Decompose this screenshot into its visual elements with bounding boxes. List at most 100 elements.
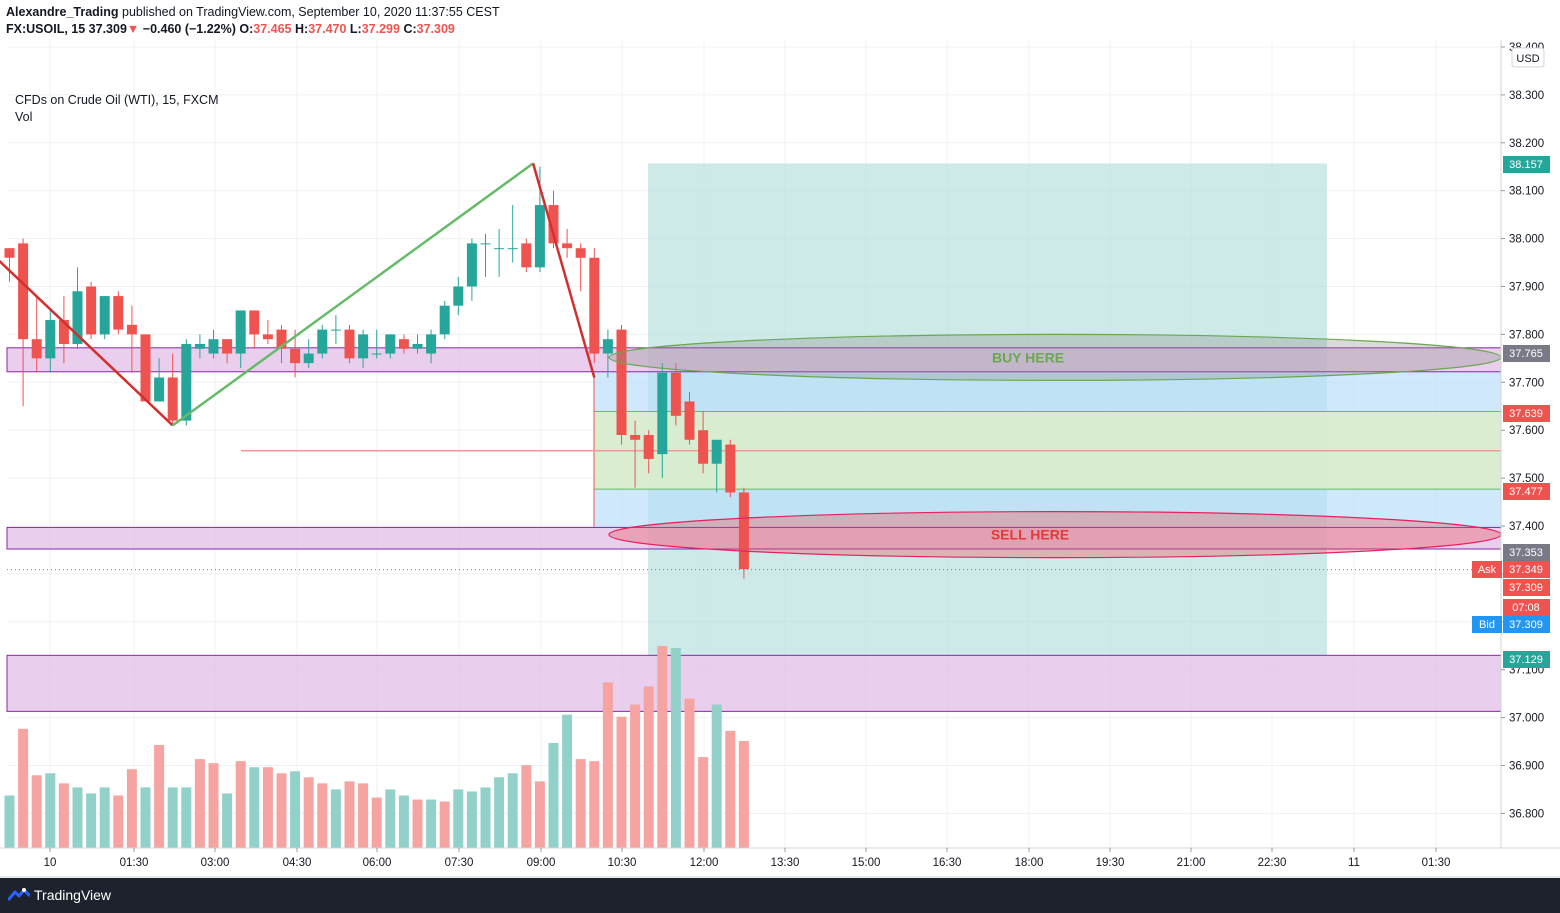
x-tick-label: 10:30 [608, 857, 637, 869]
candle-body [466, 243, 477, 287]
volume-bar [589, 761, 600, 848]
candle-body [222, 339, 233, 354]
candle-body [670, 372, 681, 416]
ohlc-info: FX:USOIL, 15 37.309▼ −0.460 (−1.22%) O:3… [6, 21, 455, 38]
y-tick-label: 38.100 [1509, 186, 1544, 198]
price-change: −0.460 (−1.22%) [142, 22, 236, 36]
volume-bar [534, 781, 545, 848]
candle-body [589, 257, 600, 354]
price-axis-label-bg [1503, 651, 1550, 668]
trend-line [531, 163, 596, 378]
volume-bar [670, 648, 681, 848]
volume-bar [167, 787, 178, 848]
volume-bar [113, 795, 124, 848]
volume-bar [317, 783, 328, 848]
low-label: L: [349, 22, 362, 36]
volume-bar [385, 789, 396, 848]
volume-bar [738, 740, 749, 848]
chart-header: Alexandre_Trading published on TradingVi… [0, 0, 1560, 42]
volume-bar [521, 765, 532, 848]
candle-body [643, 434, 654, 459]
supply-demand-zone [6, 654, 1502, 712]
price-axis-label-bg [1503, 579, 1550, 596]
volume-bar [398, 795, 409, 848]
price-tag-label: Ask [1478, 564, 1497, 576]
footer-bar: TradingView [0, 878, 1560, 913]
tradingview-logo-icon[interactable] [8, 887, 30, 903]
x-tick-label: 06:00 [363, 857, 392, 869]
volume-bar [45, 773, 56, 848]
low-value: 37.299 [361, 22, 400, 36]
x-tick-label: 16:30 [933, 857, 962, 869]
price-axis-label-bg [1503, 156, 1550, 173]
tradingview-brand[interactable]: TradingView [34, 887, 112, 903]
high-label: H: [294, 22, 309, 36]
y-tick-label: 37.700 [1509, 377, 1544, 389]
candle-body [371, 353, 382, 355]
x-tick-label: 18:00 [1015, 857, 1044, 869]
volume-bar [657, 646, 668, 848]
x-tick-label: 04:30 [283, 857, 312, 869]
volume-bar [575, 759, 586, 848]
author-name[interactable]: Alexandre_Trading [6, 5, 119, 19]
volume-bar [154, 744, 165, 848]
legend-title[interactable]: CFDs on Crude Oil (WTI), 15, FXCM [15, 93, 219, 107]
y-tick-label: 36.800 [1509, 808, 1544, 820]
candle-body [616, 329, 627, 435]
candle-body [181, 343, 192, 421]
volume-bar [208, 763, 219, 848]
candle-body [208, 339, 219, 354]
x-tick-label: 10 [44, 857, 57, 869]
time-axis [0, 848, 1501, 878]
volume-bar [494, 777, 505, 848]
candle-body [738, 492, 749, 570]
price-axis-label: 37.309 [1509, 582, 1543, 594]
volume-bar [4, 795, 15, 848]
candle-body [167, 377, 178, 421]
volume-bar [616, 716, 627, 848]
buy-here-label: BUY HERE [992, 349, 1064, 365]
candle-body [630, 434, 641, 440]
candle-body [58, 320, 69, 344]
candle-body [317, 329, 328, 354]
candle-body [113, 296, 124, 330]
volume-bar [235, 761, 246, 848]
currency-box [1511, 47, 1545, 68]
candle-body [72, 291, 83, 344]
candle-body [276, 329, 287, 349]
x-tick-label: 15:00 [852, 857, 881, 869]
down-arrow-icon: ▼ [126, 22, 140, 36]
candle-body [18, 243, 29, 340]
x-tick-label: 21:00 [1177, 857, 1206, 869]
legend-vol[interactable]: Vol [15, 110, 33, 124]
volume-bar [86, 793, 97, 848]
price-axis-label: 37.639 [1509, 408, 1543, 420]
price-axis-label-bg [1503, 483, 1550, 500]
x-tick-label: 01:30 [1422, 857, 1451, 869]
y-tick-label: 38.000 [1509, 234, 1544, 246]
publish-info: Alexandre_Trading published on TradingVi… [6, 4, 500, 21]
y-tick-label: 37.000 [1509, 713, 1544, 725]
price-axis-label-bg [1503, 345, 1550, 362]
volume-bar [426, 799, 437, 848]
candle-body [262, 334, 273, 340]
volume-bar [358, 783, 369, 848]
volume-bar [194, 759, 205, 848]
candle-body [194, 343, 205, 349]
price-axis [1501, 40, 1560, 878]
close-label: C: [403, 22, 417, 36]
volume-bar [439, 801, 450, 848]
price-axis-label: 37.477 [1509, 486, 1543, 498]
y-tick-label: 36.900 [1509, 761, 1544, 773]
candle-body [562, 243, 573, 249]
x-tick-label: 22:30 [1258, 857, 1287, 869]
candle-body [344, 329, 355, 359]
volume-bar [711, 704, 722, 848]
high-value: 37.470 [308, 22, 347, 36]
open-label: O: [239, 22, 254, 36]
price-axis-label: 38.157 [1509, 159, 1543, 171]
candle-body [249, 310, 260, 335]
volume-bar [453, 789, 464, 848]
